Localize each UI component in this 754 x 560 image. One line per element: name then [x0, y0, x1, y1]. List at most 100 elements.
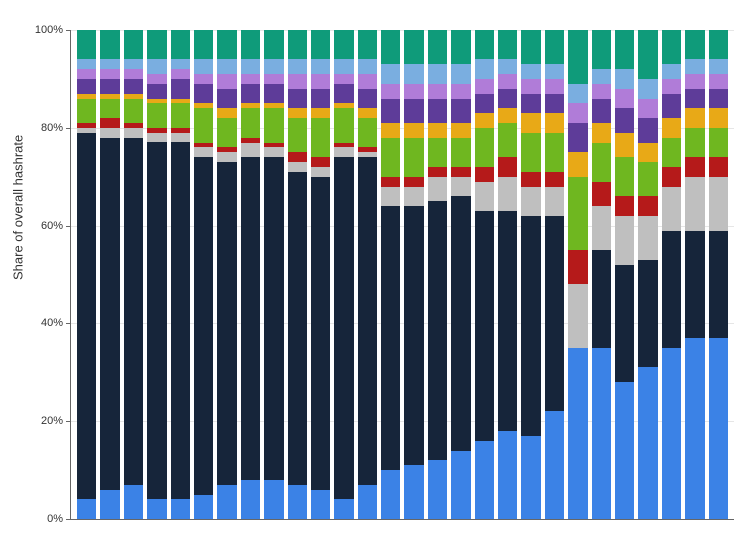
bar-segment — [358, 89, 377, 109]
bar-segment — [124, 138, 143, 485]
bar-segment — [288, 118, 307, 152]
bar-segment — [404, 123, 423, 138]
bar-segment — [288, 152, 307, 162]
bar-segment — [615, 69, 634, 89]
bar-segment — [264, 84, 283, 104]
bar-segment — [217, 30, 236, 59]
bar-segment — [475, 441, 494, 519]
bar-segment — [217, 59, 236, 74]
bar-segment — [638, 196, 657, 216]
bar-segment — [217, 89, 236, 109]
bar-segment — [428, 177, 447, 201]
bar-segment — [124, 485, 143, 519]
bar-segment — [428, 123, 447, 138]
bar-segment — [498, 177, 517, 211]
bar-segment — [358, 118, 377, 147]
bar-segment — [147, 59, 166, 74]
bar-segment — [404, 465, 423, 519]
bar-segment — [241, 157, 260, 480]
bar-segment — [100, 118, 119, 128]
bar-segment — [171, 69, 190, 79]
bar-segment — [521, 64, 540, 79]
bar-segment — [381, 84, 400, 99]
bar-segment — [404, 64, 423, 84]
bar-column — [381, 30, 400, 519]
bar-segment — [124, 30, 143, 59]
bar-segment — [709, 177, 728, 231]
bar-segment — [638, 143, 657, 163]
bar-segment — [685, 108, 704, 128]
bar-segment — [545, 411, 564, 519]
bar-segment — [381, 30, 400, 64]
bar-segment — [451, 84, 470, 99]
bar-segment — [311, 157, 330, 167]
bar-segment — [521, 133, 540, 172]
bar-column — [521, 30, 540, 519]
bar-segment — [77, 69, 96, 79]
bar-segment — [334, 59, 353, 74]
bars-wrap — [71, 30, 734, 519]
bar-segment — [638, 367, 657, 519]
bar-segment — [521, 94, 540, 114]
plot-area: 0%20%40%60%80%100% — [70, 30, 734, 520]
bar-segment — [521, 113, 540, 133]
bar-segment — [124, 59, 143, 69]
bar-segment — [194, 59, 213, 74]
bar-column — [334, 30, 353, 519]
bar-segment — [288, 485, 307, 519]
bar-segment — [428, 64, 447, 84]
bar-segment — [709, 231, 728, 339]
bar-segment — [568, 152, 587, 176]
bar-segment — [709, 108, 728, 128]
bar-segment — [638, 30, 657, 79]
bar-column — [124, 30, 143, 519]
bar-segment — [311, 118, 330, 157]
bar-segment — [545, 94, 564, 114]
bar-segment — [638, 260, 657, 368]
bar-segment — [428, 30, 447, 64]
bar-segment — [638, 118, 657, 142]
bar-segment — [147, 499, 166, 519]
bar-segment — [288, 162, 307, 172]
bar-segment — [709, 128, 728, 157]
bar-segment — [217, 485, 236, 519]
bar-segment — [194, 84, 213, 104]
bar-segment — [545, 187, 564, 216]
bar-segment — [147, 30, 166, 59]
bar-segment — [475, 167, 494, 182]
bar-segment — [264, 157, 283, 480]
bar-segment — [592, 30, 611, 69]
bar-segment — [685, 59, 704, 74]
bar-segment — [241, 30, 260, 59]
bar-segment — [381, 206, 400, 470]
bar-segment — [615, 30, 634, 69]
bar-segment — [638, 216, 657, 260]
bar-segment — [451, 99, 470, 123]
bar-segment — [451, 167, 470, 177]
bar-segment — [475, 79, 494, 94]
bar-segment — [685, 231, 704, 339]
bar-segment — [521, 79, 540, 94]
bar-segment — [194, 495, 213, 519]
bar-segment — [358, 485, 377, 519]
bar-segment — [147, 142, 166, 499]
bar-segment — [545, 79, 564, 94]
bar-segment — [288, 89, 307, 109]
bar-segment — [709, 74, 728, 89]
bar-segment — [311, 74, 330, 89]
bar-segment — [100, 128, 119, 138]
bar-segment — [404, 138, 423, 177]
bar-segment — [77, 99, 96, 123]
bar-segment — [77, 59, 96, 69]
bar-segment — [662, 231, 681, 348]
bar-segment — [217, 162, 236, 485]
bar-segment — [592, 182, 611, 206]
bar-segment — [662, 118, 681, 138]
bar-segment — [194, 74, 213, 84]
bar-segment — [264, 59, 283, 74]
bar-segment — [241, 59, 260, 74]
bar-segment — [685, 30, 704, 59]
bar-segment — [451, 123, 470, 138]
bar-segment — [662, 187, 681, 231]
bar-segment — [685, 74, 704, 89]
